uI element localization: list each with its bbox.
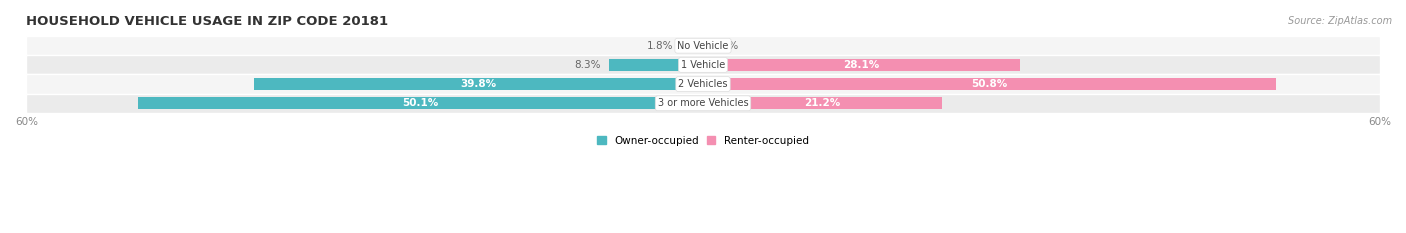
Text: HOUSEHOLD VEHICLE USAGE IN ZIP CODE 20181: HOUSEHOLD VEHICLE USAGE IN ZIP CODE 2018… [27, 15, 388, 28]
Bar [703, 78, 1275, 90]
Text: 8.3%: 8.3% [574, 60, 600, 70]
Bar [609, 59, 703, 71]
Text: 39.8%: 39.8% [461, 79, 496, 89]
Bar [138, 97, 703, 109]
Text: 0.0%: 0.0% [711, 41, 738, 51]
Text: 1 Vehicle: 1 Vehicle [681, 60, 725, 70]
Text: 3 or more Vehicles: 3 or more Vehicles [658, 98, 748, 108]
Text: 1.8%: 1.8% [647, 41, 673, 51]
Bar [683, 40, 703, 52]
Text: No Vehicle: No Vehicle [678, 41, 728, 51]
Legend: Owner-occupied, Renter-occupied: Owner-occupied, Renter-occupied [593, 132, 813, 150]
Text: Source: ZipAtlas.com: Source: ZipAtlas.com [1288, 16, 1392, 26]
Bar [27, 75, 1379, 94]
Bar [27, 36, 1379, 55]
Bar [27, 55, 1379, 75]
Text: 2 Vehicles: 2 Vehicles [678, 79, 728, 89]
Text: 21.2%: 21.2% [804, 98, 841, 108]
Text: 50.1%: 50.1% [402, 98, 439, 108]
Bar [27, 94, 1379, 113]
Text: 50.8%: 50.8% [972, 79, 1008, 89]
Bar [703, 97, 942, 109]
Bar [703, 59, 1019, 71]
Text: 28.1%: 28.1% [844, 60, 880, 70]
Bar [254, 78, 703, 90]
